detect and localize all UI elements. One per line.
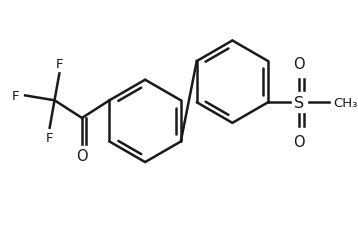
Text: CH₃: CH₃ (333, 96, 358, 109)
Text: O: O (294, 134, 305, 149)
Text: S: S (294, 95, 305, 110)
Text: F: F (11, 89, 19, 102)
Text: O: O (76, 148, 88, 163)
Text: F: F (46, 131, 53, 144)
Text: F: F (56, 57, 63, 70)
Text: O: O (294, 56, 305, 71)
